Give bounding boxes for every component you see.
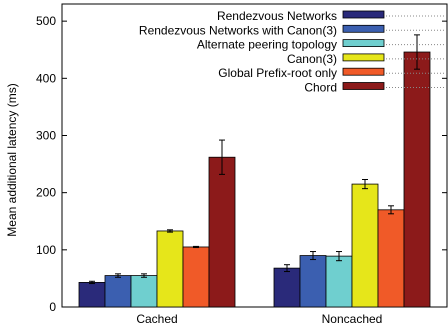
bars — [78, 34, 431, 308]
plot-border — [61, 3, 448, 308]
legend-swatch — [342, 39, 385, 47]
y-tick-label: 100 — [36, 243, 56, 257]
x-axis-categories: Cached Noncached — [136, 312, 382, 326]
legend-label: Alternate peering topology — [197, 38, 337, 52]
bar — [104, 275, 132, 308]
legend-swatch — [342, 67, 385, 76]
bar — [325, 255, 353, 308]
bar — [182, 246, 210, 308]
legend-swatch — [342, 53, 385, 62]
legend-swatch — [342, 24, 385, 33]
bar — [273, 267, 301, 308]
bar — [351, 183, 379, 308]
y-axis-label: Mean additional latency (ms) — [5, 83, 19, 236]
legend-label: Rendezvous Networks with Canon(3) — [139, 23, 337, 37]
category-label: Cached — [136, 312, 177, 326]
y-tick-label: 300 — [36, 128, 56, 142]
plot-frame — [61, 3, 448, 308]
legend-swatch — [342, 82, 385, 90]
bar — [156, 230, 184, 308]
y-tick-label: 200 — [36, 186, 56, 200]
bar — [377, 209, 405, 308]
y-tick-label: 400 — [36, 71, 56, 85]
y-tick-label: 0 — [49, 300, 56, 314]
legend-label: Rendezvous Networks — [217, 9, 337, 23]
y-tick-label: 500 — [36, 14, 56, 28]
legend-label: Chord — [304, 81, 337, 95]
bar — [78, 282, 106, 308]
bar — [130, 275, 158, 308]
category-label: Noncached — [322, 312, 383, 326]
bar — [208, 156, 236, 308]
y-axis-ticks: 0 100 200 300 400 500 — [36, 14, 447, 314]
legend-swatch — [342, 10, 385, 19]
legend-label: Global Prefix-root only — [218, 66, 337, 80]
bar — [299, 255, 327, 308]
bar — [403, 51, 431, 308]
legend-label: Canon(3) — [287, 52, 337, 66]
